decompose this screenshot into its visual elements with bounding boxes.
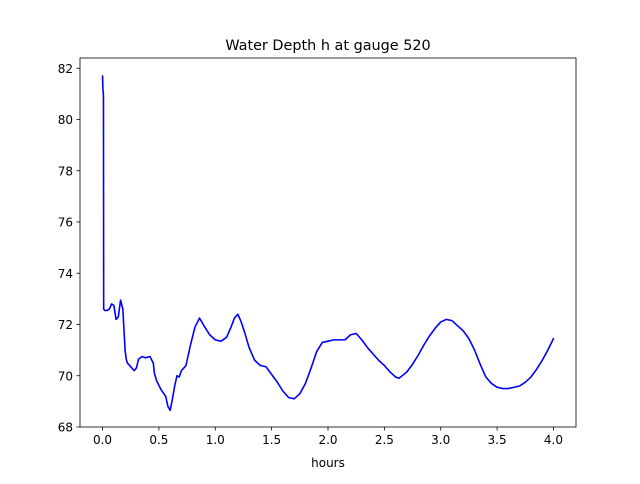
plot-area-frame — [79, 57, 577, 428]
series-line — [101, 75, 555, 412]
x-tick-label: 2.0 — [318, 433, 337, 447]
y-tick-label: 82 — [58, 62, 73, 76]
y-tick-label: 72 — [58, 318, 73, 332]
x-axis-ticks: 0.0 0.5 1.0 1.5 2.0 2.5 3.0 3.5 4.0 — [93, 427, 563, 447]
x-tick-label: 0.0 — [93, 433, 112, 447]
y-axis-ticks: 68 70 72 74 76 78 80 82 — [58, 62, 80, 435]
chart-title: Water Depth h at gauge 520 — [225, 38, 430, 54]
x-tick-label: 4.0 — [544, 433, 563, 447]
x-tick-label: 1.5 — [262, 433, 281, 447]
x-axis-label: hours — [311, 456, 345, 470]
x-tick-label: 1.0 — [206, 433, 225, 447]
y-tick-label: 78 — [58, 164, 73, 178]
x-tick-label: 3.0 — [431, 433, 450, 447]
x-tick-label: 0.5 — [149, 433, 168, 447]
x-tick-label: 2.5 — [375, 433, 394, 447]
y-tick-label: 70 — [58, 369, 73, 383]
y-tick-label: 68 — [58, 421, 73, 435]
x-tick-label: 3.5 — [488, 433, 507, 447]
y-tick-label: 74 — [58, 267, 73, 281]
y-tick-label: 80 — [58, 113, 73, 127]
y-tick-label: 76 — [58, 216, 73, 230]
